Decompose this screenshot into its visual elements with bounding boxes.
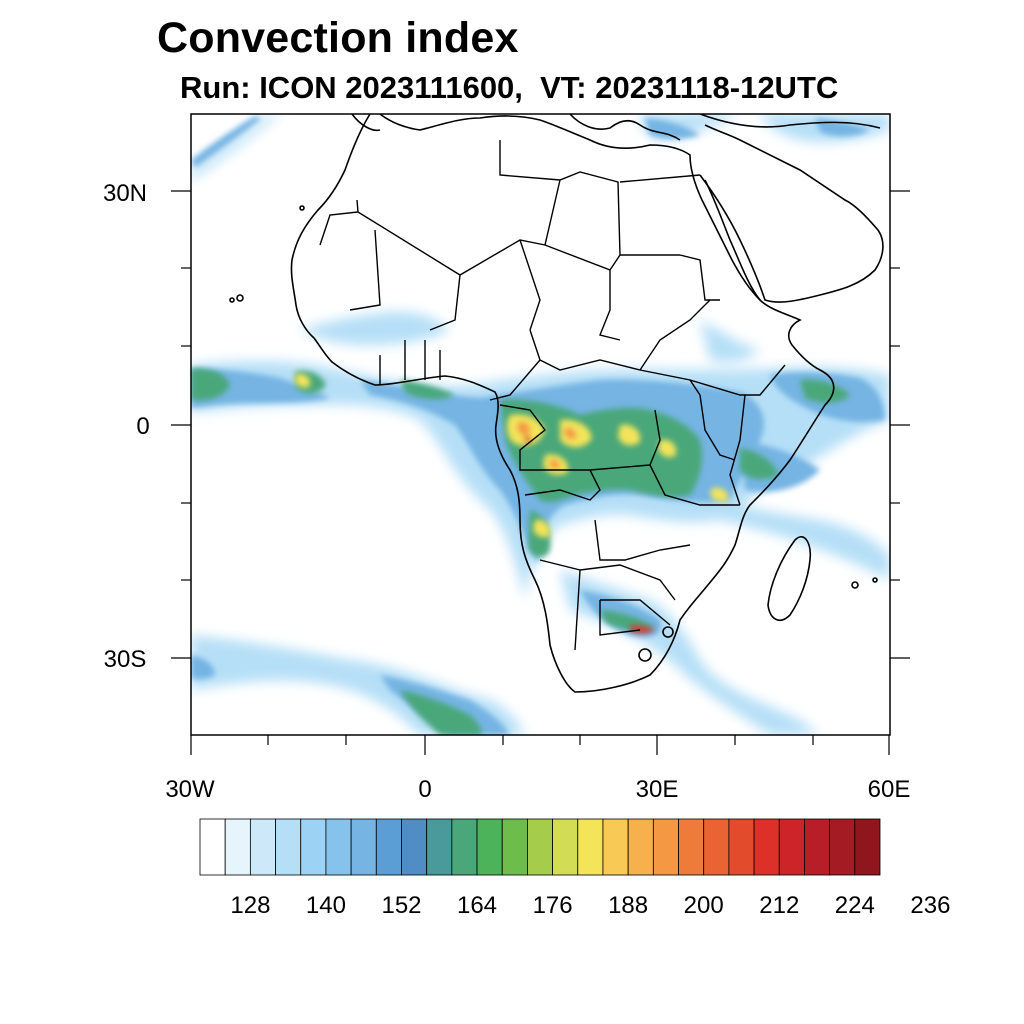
colorbar-label: 176 (533, 892, 573, 919)
colorbar-swatch (401, 818, 428, 876)
convection-area-teal (600, 610, 655, 631)
colorbar-swatch (652, 818, 679, 876)
africa-coastline (290, 114, 835, 693)
colorbar-swatch (527, 818, 553, 876)
colorbar-label: 236 (910, 892, 950, 919)
convection-area-teal (740, 448, 778, 480)
convection-area-light (191, 114, 280, 180)
colorbar-swatch (703, 818, 730, 876)
colorbar-swatch (778, 818, 805, 876)
convection-area-red (630, 625, 655, 634)
convection-area-yellow (710, 487, 729, 502)
convection-area-orange (549, 459, 561, 470)
red-sea-coastline (704, 179, 761, 301)
convection-hot-spots (295, 373, 729, 634)
colorbar-swatch (350, 818, 377, 876)
colorbar-swatch (627, 818, 654, 876)
colorbar-swatch (501, 818, 528, 876)
colorbar-label: 212 (759, 892, 799, 919)
convection-area-yellow (533, 519, 551, 538)
convection-area-mid (191, 655, 215, 680)
colorbar-label: 140 (306, 892, 346, 919)
colorbar-swatch (375, 818, 402, 876)
madagascar-coastline (767, 536, 812, 621)
colorbar-swatch (275, 818, 302, 876)
convection-area-mid (191, 116, 262, 168)
europe-coastline (351, 114, 881, 141)
convection-area-teal (400, 380, 455, 400)
colorbar-swatch (678, 818, 705, 876)
island (236, 294, 244, 302)
convection-area-teal (800, 379, 850, 403)
convection-area-teal (500, 399, 702, 503)
convection-area-orange (564, 427, 577, 440)
lon-label-60e: 60E (868, 776, 911, 803)
colorbar-swatch (451, 818, 478, 876)
lat-label-30n: 30N (103, 180, 147, 207)
island (872, 577, 878, 583)
colorbar (199, 818, 881, 876)
convection-area-light (300, 311, 450, 345)
island (851, 581, 859, 589)
convection-area-yellow (618, 424, 641, 446)
lon-label-30w: 30W (165, 776, 215, 803)
convection-area-yellow (295, 373, 311, 388)
country-borders (319, 140, 786, 651)
colorbar-swatch (829, 818, 856, 876)
lon-label-0: 0 (418, 776, 431, 803)
colorbar-swatch (854, 818, 881, 876)
colorbar-labels: 128 140 152 164 176 188 200 212 224 236 (230, 892, 950, 919)
colorbar-swatch (577, 818, 604, 876)
convection-area-red (524, 435, 532, 443)
colorbar-swatch (325, 818, 352, 876)
axis-ticks (171, 190, 910, 755)
colorbar-label: 164 (457, 892, 497, 919)
lat-label-eq: 0 (136, 413, 149, 440)
lat-label-30s: 30S (104, 646, 147, 673)
colorbar-swatch (426, 818, 453, 876)
convection-field (191, 114, 890, 735)
convection-area-orange (517, 421, 531, 435)
convection-area-teal (191, 368, 230, 401)
colorbar-label: 188 (608, 892, 648, 919)
colorbar-label: 200 (684, 892, 724, 919)
colorbar-swatch (728, 818, 755, 876)
colorbar-swatch (552, 818, 579, 876)
arabia-coastline (699, 124, 884, 303)
colorbar-swatch (804, 818, 831, 876)
island (229, 297, 235, 303)
convection-area-yellow (658, 439, 677, 458)
coastlines (229, 114, 884, 693)
colorbar-swatch (249, 818, 276, 876)
colorbar-swatch (753, 818, 780, 876)
colorbar-swatch (602, 818, 629, 876)
convection-area-mid (645, 118, 700, 139)
island (299, 205, 305, 211)
colorbar-label: 224 (835, 892, 875, 919)
convection-area-teal (400, 690, 482, 735)
island (638, 648, 652, 662)
island (662, 626, 674, 638)
colorbar-label: 152 (381, 892, 421, 919)
convection-area-light (700, 320, 760, 362)
colorbar-label: 128 (230, 892, 270, 919)
map-title: Convection index (157, 14, 519, 62)
colorbar-swatch (300, 818, 327, 876)
colorbar-swatch (476, 818, 503, 876)
lon-label-30e: 30E (636, 776, 679, 803)
convection-green-band (191, 368, 850, 735)
colorbar-swatch (224, 818, 251, 876)
axis-tick-labels: 30N 0 30S 30W 0 30E 60E (103, 180, 910, 803)
map-subtitle: Run: ICON 2023111600, VT: 20231118-12UTC (180, 70, 839, 105)
colorbar-swatch (199, 818, 226, 876)
